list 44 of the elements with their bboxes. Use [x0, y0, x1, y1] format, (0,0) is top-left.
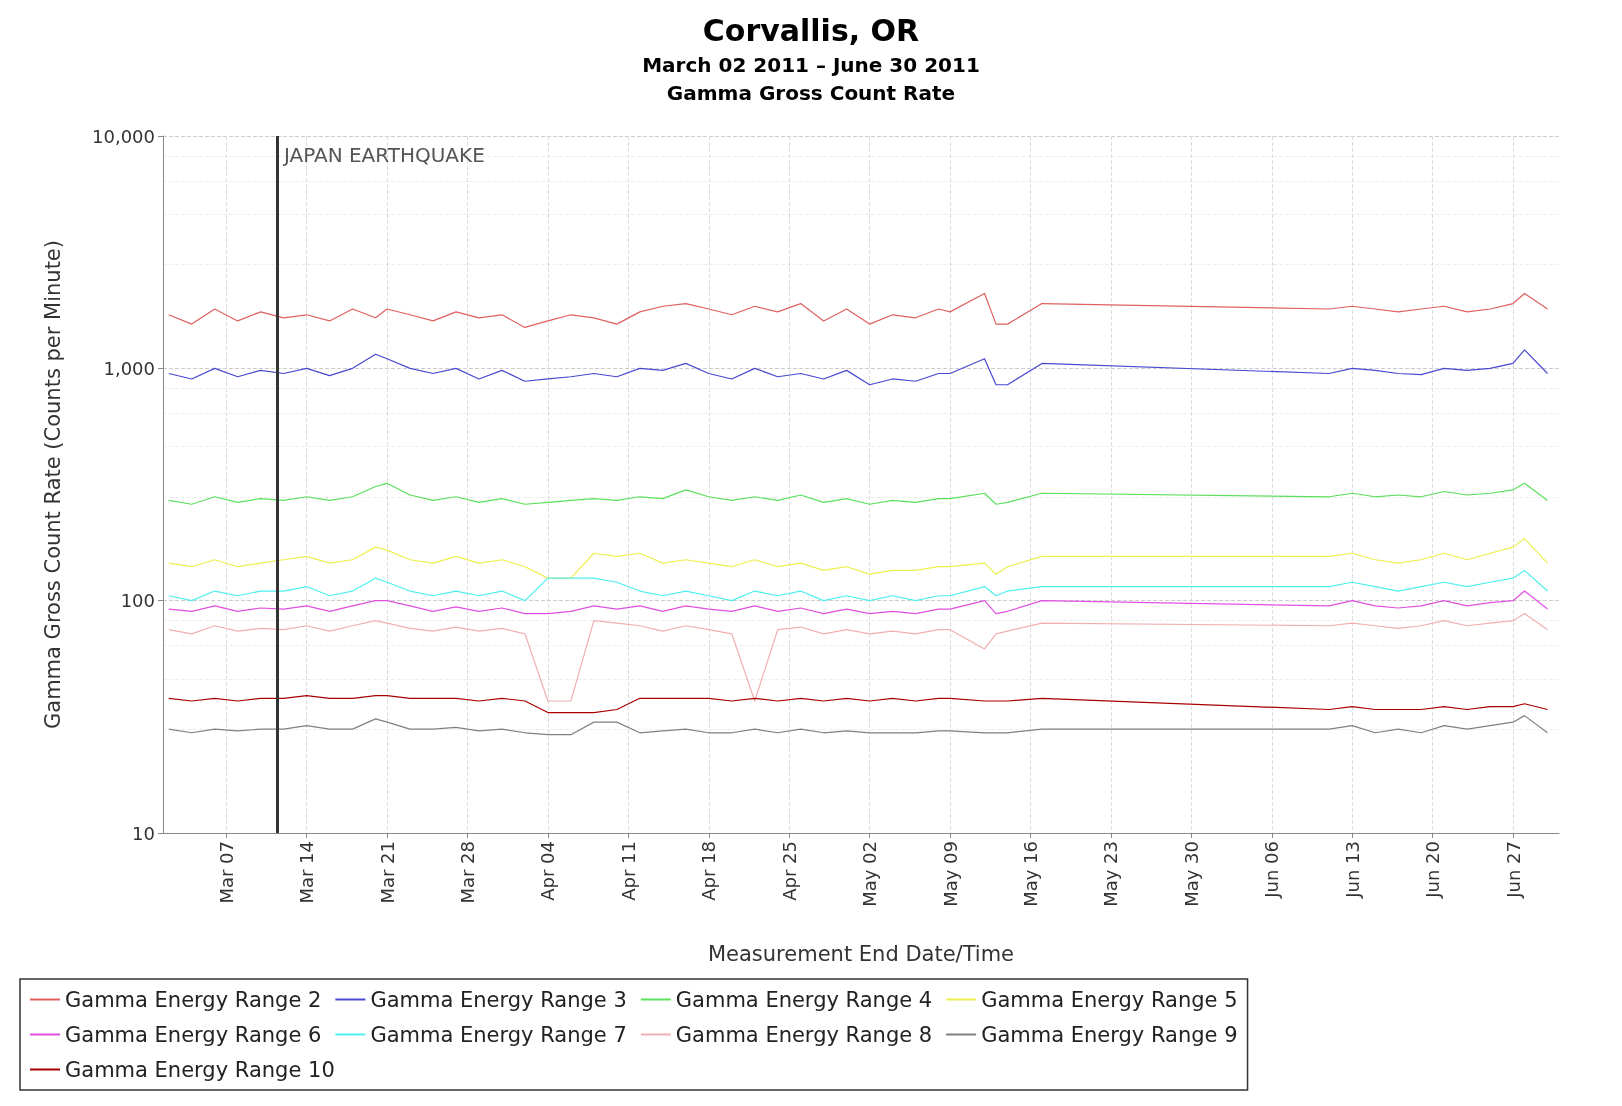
line-series	[168, 482, 1549, 505]
x-tick-label: May 23	[1100, 841, 1122, 907]
chart-subtitle: March 02 2011 – June 30 2011 Gamma Gross Count Rate	[642, 53, 980, 105]
y-tick-label: 10,000	[92, 125, 155, 147]
line-series	[168, 590, 1549, 615]
line-series	[168, 569, 1549, 602]
legend-label: Gamma Energy Range 6	[65, 1022, 322, 1047]
legend-label: Gamma Energy Range 5	[981, 987, 1238, 1012]
legend-label: Gamma Energy Range 10	[65, 1057, 335, 1082]
line-series	[168, 349, 1549, 386]
x-axis-title: Measurement End Date/Time	[707, 941, 1015, 966]
legend-label: Gamma Energy Range 2	[65, 987, 322, 1012]
y-tick-label: 1,000	[103, 357, 155, 379]
x-tick-label: Mar 07	[215, 841, 237, 904]
line-series	[168, 715, 1549, 736]
x-tick-label: May 16	[1019, 841, 1041, 907]
ref-line-label: JAPAN EARTHQUAKE	[281, 143, 485, 167]
x-tick-label: Apr 11	[617, 841, 639, 901]
x-tick-label: Mar 21	[376, 841, 398, 904]
x-tick-label: Apr 04	[537, 841, 559, 901]
x-tick-label: Apr 25	[778, 841, 800, 901]
x-tick-label: May 09	[939, 841, 961, 907]
x-tick-label: Jun 20	[1422, 841, 1444, 899]
x-tick-label: Jun 27	[1502, 841, 1524, 899]
legend-label: Gamma Energy Range 9	[981, 1022, 1238, 1047]
legend-label: Gamma Energy Range 8	[675, 1022, 933, 1047]
legend-label: Gamma Energy Range 7	[370, 1022, 627, 1047]
line-series	[168, 612, 1549, 702]
y-tick-label: 10	[132, 822, 155, 844]
x-tick-label: Jun 06	[1261, 841, 1283, 899]
x-tick-label: May 02	[859, 841, 881, 907]
y-tick-label: 100	[120, 590, 155, 612]
x-tick-label: May 30	[1180, 841, 1202, 907]
chart-title: Corvallis, OR	[702, 12, 920, 48]
y-axis-title: Gamma Gross Count Rate (Counts per Minute)	[40, 240, 65, 729]
line-series	[168, 695, 1549, 714]
legend-label: Gamma Energy Range 3	[370, 987, 627, 1012]
legend-label: Gamma Energy Range 4	[675, 987, 933, 1012]
x-tick-label: Jun 13	[1341, 841, 1363, 899]
line-series	[168, 292, 1549, 329]
x-tick-label: Mar 28	[456, 841, 478, 904]
x-tick-label: Mar 14	[296, 841, 318, 904]
line-series	[168, 537, 1549, 579]
x-tick-label: Apr 18	[698, 841, 720, 901]
